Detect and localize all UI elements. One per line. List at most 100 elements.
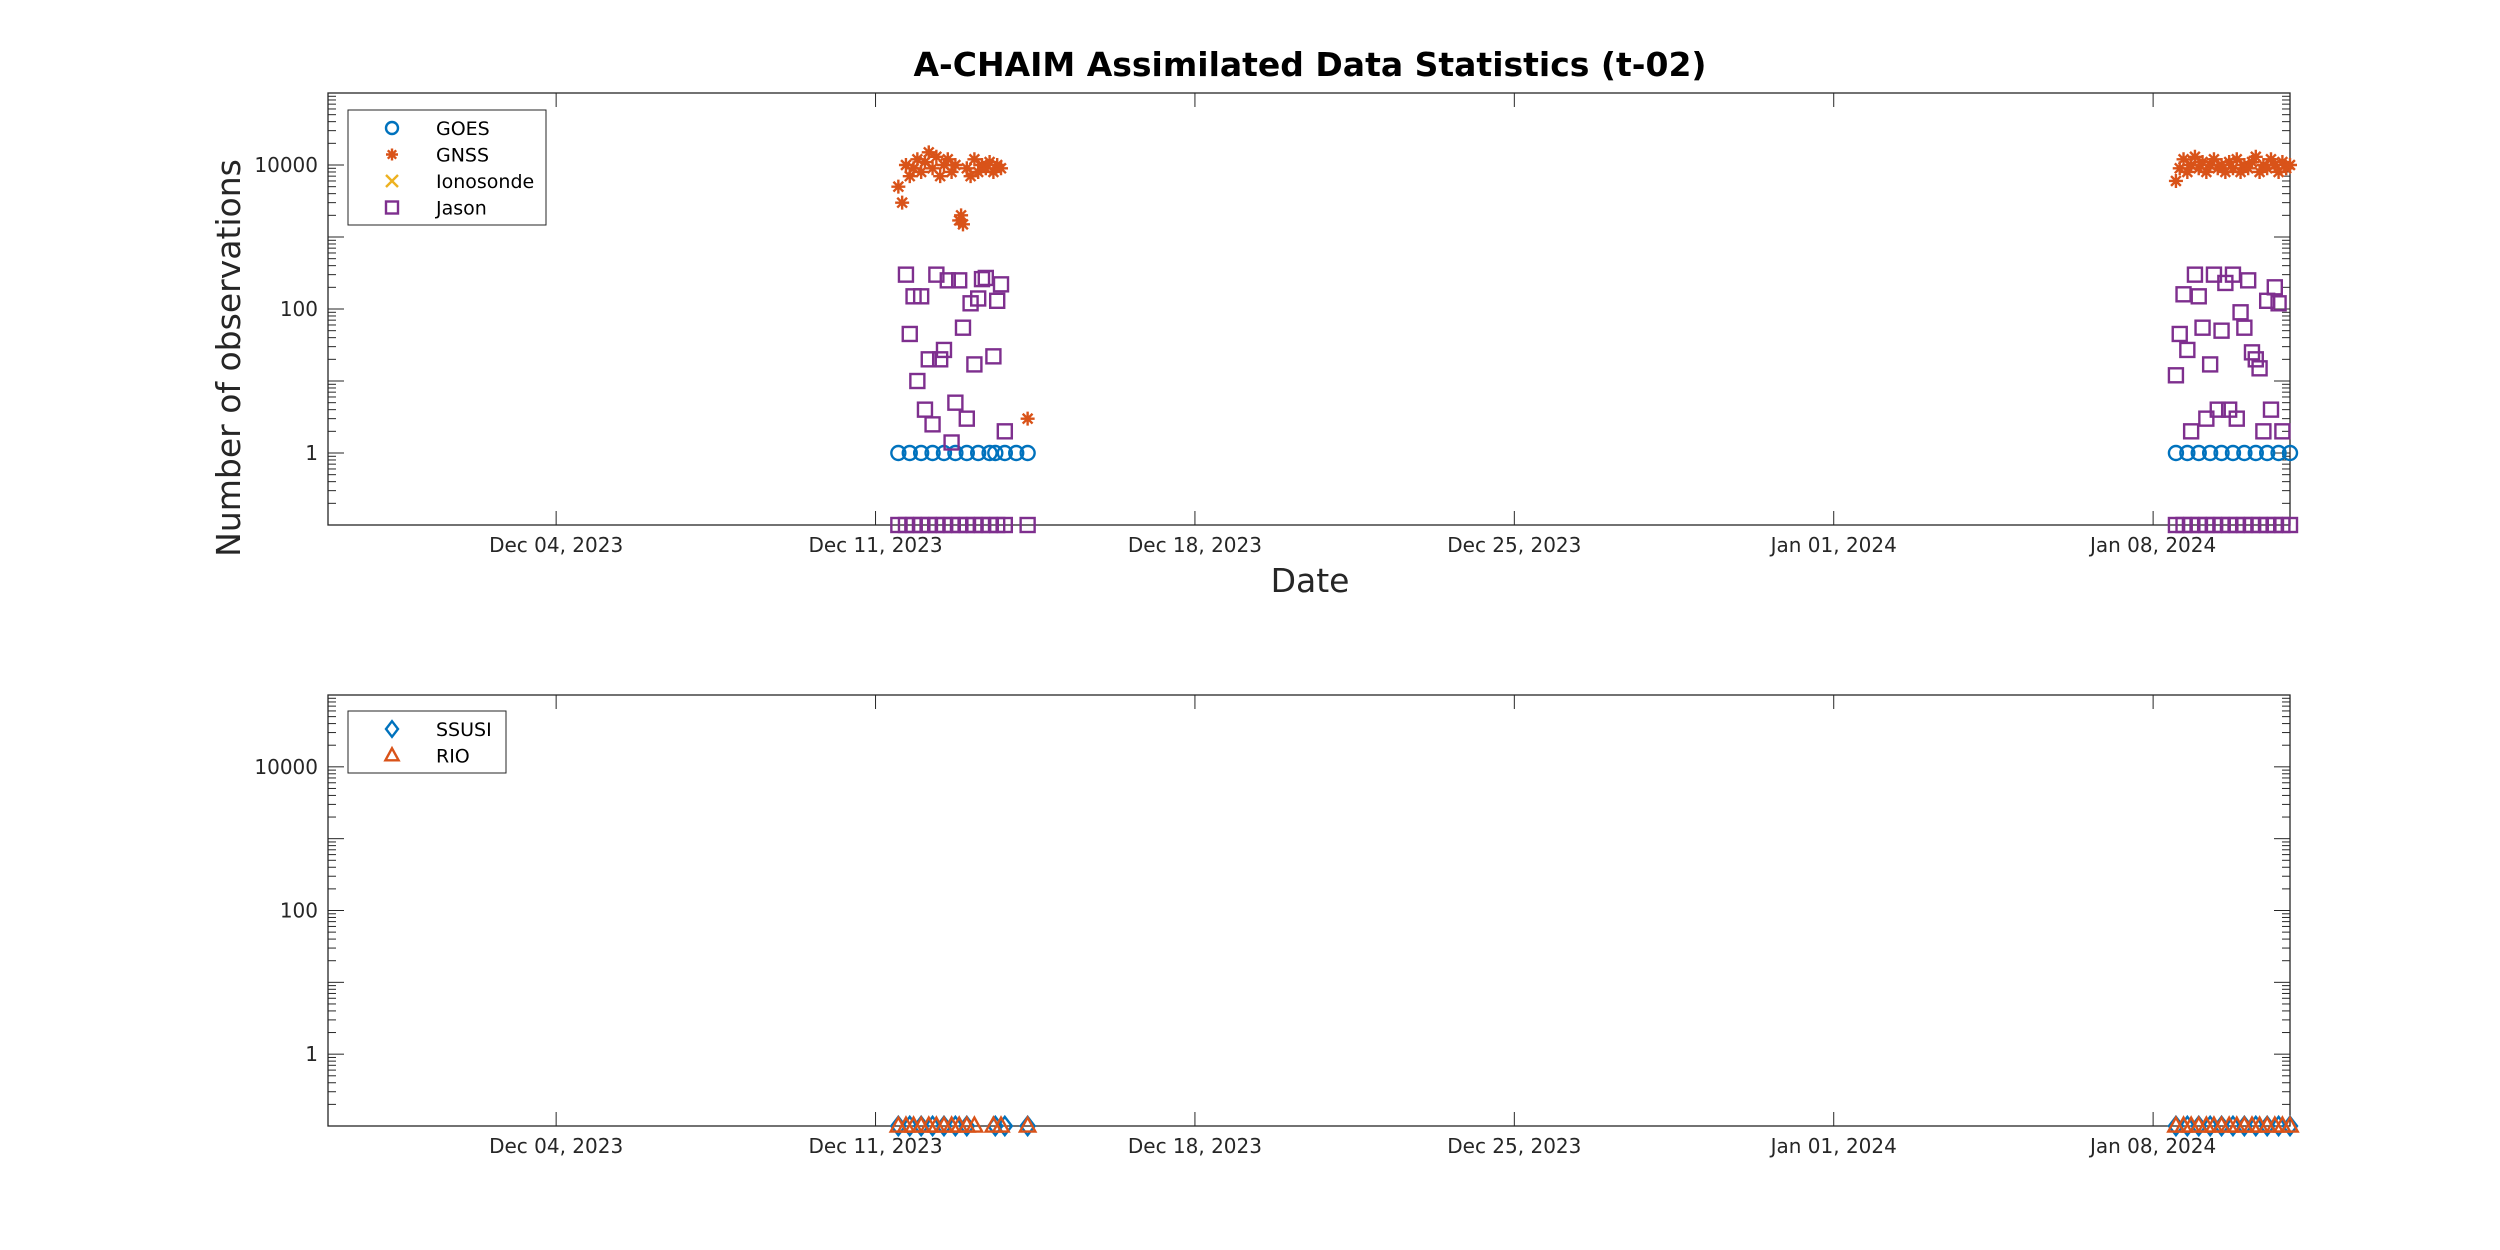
data-point	[2267, 158, 2282, 172]
legend-box	[347, 710, 507, 774]
data-point	[2201, 444, 2219, 462]
data-point	[917, 155, 932, 170]
data-point	[2175, 286, 2192, 303]
data-point	[931, 351, 949, 368]
data-point	[2218, 164, 2233, 179]
x-tick-label: Dec 04, 2023	[489, 533, 623, 557]
data-point	[1017, 1115, 1038, 1133]
data-point	[947, 394, 964, 411]
data-point	[2233, 164, 2248, 179]
data-point	[996, 1114, 1014, 1138]
x-tick-label: Dec 25, 2023	[1447, 1134, 1581, 1158]
x-tick-label: Dec 25, 2023	[1447, 533, 1581, 557]
data-point	[2283, 158, 2297, 172]
data-point	[2228, 410, 2245, 427]
data-point	[969, 444, 987, 462]
y-tick-label: 10000	[254, 153, 318, 177]
data-point	[967, 152, 982, 167]
legend-marker	[384, 120, 400, 136]
data-point	[958, 410, 975, 427]
data-point	[2198, 410, 2215, 427]
data-point	[963, 169, 978, 184]
data-point	[2255, 423, 2272, 440]
data-point	[2280, 1115, 2300, 1133]
legend-marker	[385, 174, 399, 188]
data-point	[971, 164, 986, 179]
data-point	[2270, 1114, 2288, 1138]
data-point	[987, 444, 1004, 462]
data-point	[939, 272, 956, 289]
data-point	[959, 161, 974, 176]
data-point	[2213, 322, 2230, 339]
legend-box	[347, 109, 547, 226]
data-point	[897, 266, 915, 283]
axes-box	[327, 694, 2291, 1127]
data-point	[2247, 351, 2264, 368]
data-point	[989, 292, 1006, 309]
data-point	[2205, 266, 2223, 283]
series-goes	[890, 444, 2299, 462]
data-point	[958, 444, 975, 462]
data-point	[2239, 272, 2257, 289]
data-point	[2263, 152, 2278, 167]
data-point	[2209, 401, 2226, 418]
data-point	[901, 325, 918, 343]
data-point	[2232, 304, 2249, 321]
data-point	[2281, 516, 2299, 534]
data-point	[2262, 401, 2280, 418]
data-point	[2224, 444, 2242, 462]
y-tick-label: 100	[280, 297, 318, 321]
data-point	[982, 155, 997, 170]
data-point	[994, 161, 1009, 176]
x-tick-label: Jan 01, 2024	[1769, 533, 1897, 557]
data-point	[2247, 444, 2264, 462]
data-point	[2229, 152, 2244, 167]
data-point	[2190, 288, 2207, 305]
data-point	[1008, 444, 1025, 462]
data-point	[921, 145, 936, 160]
legend: SSUSI RIO	[347, 710, 507, 774]
data-point	[954, 319, 972, 336]
data-point	[924, 416, 941, 433]
y-tick-label: 100	[280, 899, 318, 923]
data-point	[936, 158, 951, 172]
data-point	[2190, 444, 2207, 462]
x-tick-label: Dec 04, 2023	[489, 1134, 623, 1158]
data-point	[2180, 164, 2195, 179]
data-point	[895, 195, 910, 210]
data-point	[2275, 155, 2290, 170]
data-point	[2182, 423, 2200, 440]
data-point	[920, 351, 937, 368]
x-tick-label: Dec 11, 2023	[808, 1134, 942, 1158]
data-point	[925, 161, 940, 176]
data-point	[2260, 161, 2275, 176]
data-point	[2167, 367, 2185, 384]
legend-label: GNSS	[436, 145, 489, 167]
series-gnss	[891, 145, 2297, 426]
data-point	[912, 288, 930, 305]
data-point	[991, 1115, 1011, 1133]
data-point	[2203, 158, 2218, 172]
y-tick-label: 10000	[254, 755, 318, 779]
data-point	[977, 269, 995, 287]
data-point	[940, 152, 955, 167]
data-point	[2194, 319, 2211, 336]
data-point	[950, 272, 968, 289]
data-point	[2206, 152, 2221, 167]
data-point	[928, 266, 945, 283]
data-point	[948, 158, 963, 172]
data-point	[902, 169, 917, 184]
data-point	[978, 161, 993, 176]
y-axis-label: Number of observations	[209, 159, 248, 557]
data-point	[910, 152, 925, 167]
data-point	[2178, 1114, 2196, 1138]
data-point	[2248, 149, 2263, 164]
data-point	[2270, 295, 2287, 312]
chart-title: A-CHAIM Assimilated Data Statistics (t-0…	[914, 45, 1707, 84]
x-tick-label: Jan 08, 2024	[2088, 533, 2216, 557]
x-tick-label: Jan 08, 2024	[2088, 1134, 2216, 1158]
data-point	[946, 1114, 964, 1138]
series-floor-4	[890, 516, 2299, 534]
data-point	[954, 208, 969, 223]
data-point	[2187, 149, 2202, 164]
